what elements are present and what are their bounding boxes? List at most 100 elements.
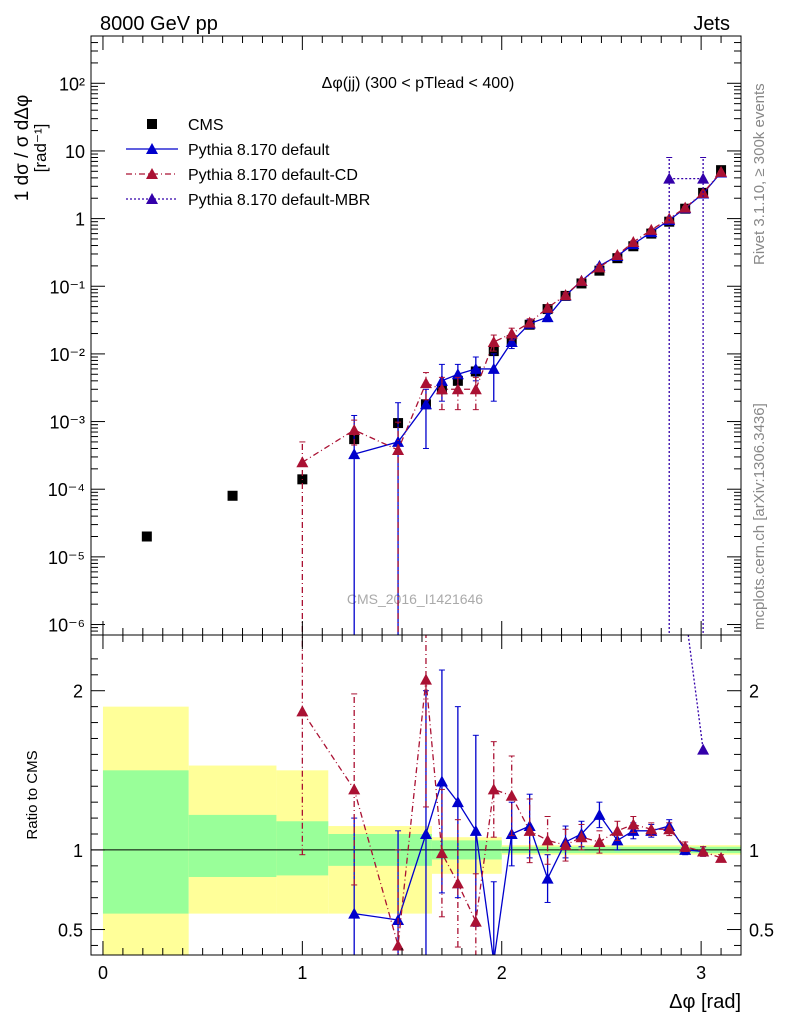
header-right-label: Jets xyxy=(693,13,730,35)
ratio-data-point xyxy=(469,915,482,927)
ratio-panel: 0.5 0.5 1 1 2 2 0 1 2 3 Ratio to CMS Δφ [rad] xyxy=(24,605,774,1013)
ratio-data-point xyxy=(348,907,361,919)
main-data-point xyxy=(505,335,518,347)
main-data-point xyxy=(487,362,500,374)
ratio-data-point xyxy=(435,775,448,787)
ratio-data-point xyxy=(627,818,640,830)
main-y-label-unit: [rad⁻¹] xyxy=(31,124,50,173)
main-series-line xyxy=(354,172,722,455)
main-data-point xyxy=(348,424,361,436)
main-data-point xyxy=(392,435,405,447)
main-y-tick-label: 10⁻¹ xyxy=(49,277,85,297)
x-tick-label: 1 xyxy=(297,963,307,983)
main-data-point xyxy=(451,368,464,380)
main-data-point xyxy=(541,311,554,323)
ratio-data-point xyxy=(645,823,658,835)
ratio-data-point xyxy=(593,835,606,847)
main-y-tick-label: 10⁻⁴ xyxy=(48,480,85,500)
main-y-tick-label: 1 xyxy=(75,210,85,230)
ratio-inner-band xyxy=(188,814,277,877)
ratio-data-point xyxy=(679,840,692,852)
watermark-label: CMS_2016_I1421646 xyxy=(347,591,483,607)
ratio-frame xyxy=(90,634,742,956)
main-data-point xyxy=(697,172,710,184)
ratio-data-point xyxy=(487,783,500,795)
ratio-y-tick-label: 0.5 xyxy=(58,921,83,941)
x-axis-label: Δφ [rad] xyxy=(669,991,741,1013)
main-series-3 xyxy=(663,156,710,635)
side-label-top: Rivet 3.1.10, ≥ 300k events xyxy=(751,83,768,265)
ratio-data-point xyxy=(593,808,606,820)
ratio-data-point xyxy=(505,789,518,801)
main-data-point xyxy=(451,383,464,395)
main-data-point xyxy=(469,362,482,374)
legend-label: Pythia 8.170 default-MBR xyxy=(188,192,370,209)
main-series-0 xyxy=(141,165,727,542)
ratio-data-point xyxy=(541,872,554,884)
ratio-data-point xyxy=(469,824,482,836)
ratio-data-point xyxy=(451,796,464,808)
ratio-series-1 xyxy=(296,635,728,955)
main-data-point xyxy=(611,248,624,260)
main-y-label-formula: 1 dσ / σ dΔφ xyxy=(12,95,33,202)
ratio-data-point xyxy=(296,705,309,717)
main-data-point xyxy=(645,223,658,235)
legend-entry: Pythia 8.170 default xyxy=(126,142,330,159)
ratio-y-axis-label: Ratio to CMS xyxy=(24,750,41,839)
ratio-data-point xyxy=(715,851,728,863)
main-y-tick-label: 10 xyxy=(65,142,85,162)
legend-label: Pythia 8.170 default xyxy=(188,142,330,159)
main-y-tick-label: 10² xyxy=(59,74,85,94)
ratio-data-point xyxy=(523,824,536,836)
ratio-inner-band xyxy=(102,770,189,914)
main-series-2 xyxy=(296,165,728,635)
x-tick-label: 2 xyxy=(497,963,507,983)
x-tick-label: 0 xyxy=(98,963,108,983)
main-data-point xyxy=(487,335,500,347)
ratio-data-point xyxy=(541,834,554,846)
main-data-point xyxy=(505,327,518,339)
legend-label: CMS xyxy=(188,117,224,134)
legend-entry: Pythia 8.170 default-MBR xyxy=(126,192,370,209)
main-data-point xyxy=(627,236,640,248)
main-data-point xyxy=(575,274,588,286)
ratio-data-point xyxy=(679,605,691,616)
main-y-axis-label: 1 dσ / σ dΔφ [rad⁻¹] xyxy=(12,95,50,202)
ratio-data-point xyxy=(611,824,624,836)
main-data-point xyxy=(392,443,405,455)
ratio-data-point xyxy=(419,828,432,840)
main-panel: 10⁻⁶ 10⁻⁵ 10⁻⁴ 10⁻³ 10⁻² 10⁻¹ 1 10 10² Δφ(jj) (3… xyxy=(12,35,742,636)
legend-label: Pythia 8.170 default-CD xyxy=(188,167,358,184)
main-data-point xyxy=(469,383,482,395)
main-series-line xyxy=(302,171,722,463)
legend-marker xyxy=(146,168,158,179)
main-data-point xyxy=(663,172,676,184)
main-data-point xyxy=(419,377,432,389)
main-data-point xyxy=(679,201,692,213)
ratio-series-2 xyxy=(679,605,710,755)
ratio-series-line xyxy=(301,679,722,946)
ratio-data-point xyxy=(419,673,432,685)
main-data-point xyxy=(419,398,432,410)
header-left-label: 8000 GeV pp xyxy=(100,13,218,35)
legend-marker xyxy=(146,143,158,154)
ratio-y-tick-label: 2 xyxy=(73,682,83,702)
main-data-point xyxy=(593,261,606,273)
ratio-y-tick-label-right: 2 xyxy=(749,682,759,702)
ratio-inner-band xyxy=(276,821,329,876)
main-data-point xyxy=(523,316,536,328)
ratio-data-point xyxy=(392,939,405,951)
ratio-y-tick-label: 1 xyxy=(73,841,83,861)
main-title: Δφ(jj) (300 < pTlead < 400) xyxy=(322,75,515,92)
ratio-data-point xyxy=(697,845,710,857)
ratio-data-point xyxy=(435,847,448,859)
legend-entry: CMS xyxy=(147,117,224,134)
main-data-point xyxy=(296,456,309,468)
ratio-y-tick-label-right: 1 xyxy=(749,841,759,861)
ratio-data-point xyxy=(451,877,464,889)
main-data-point xyxy=(435,383,448,395)
ratio-data-point xyxy=(559,839,572,851)
main-y-tick-label: 10⁻² xyxy=(49,345,85,365)
legend-entry: Pythia 8.170 default-CD xyxy=(126,167,358,184)
